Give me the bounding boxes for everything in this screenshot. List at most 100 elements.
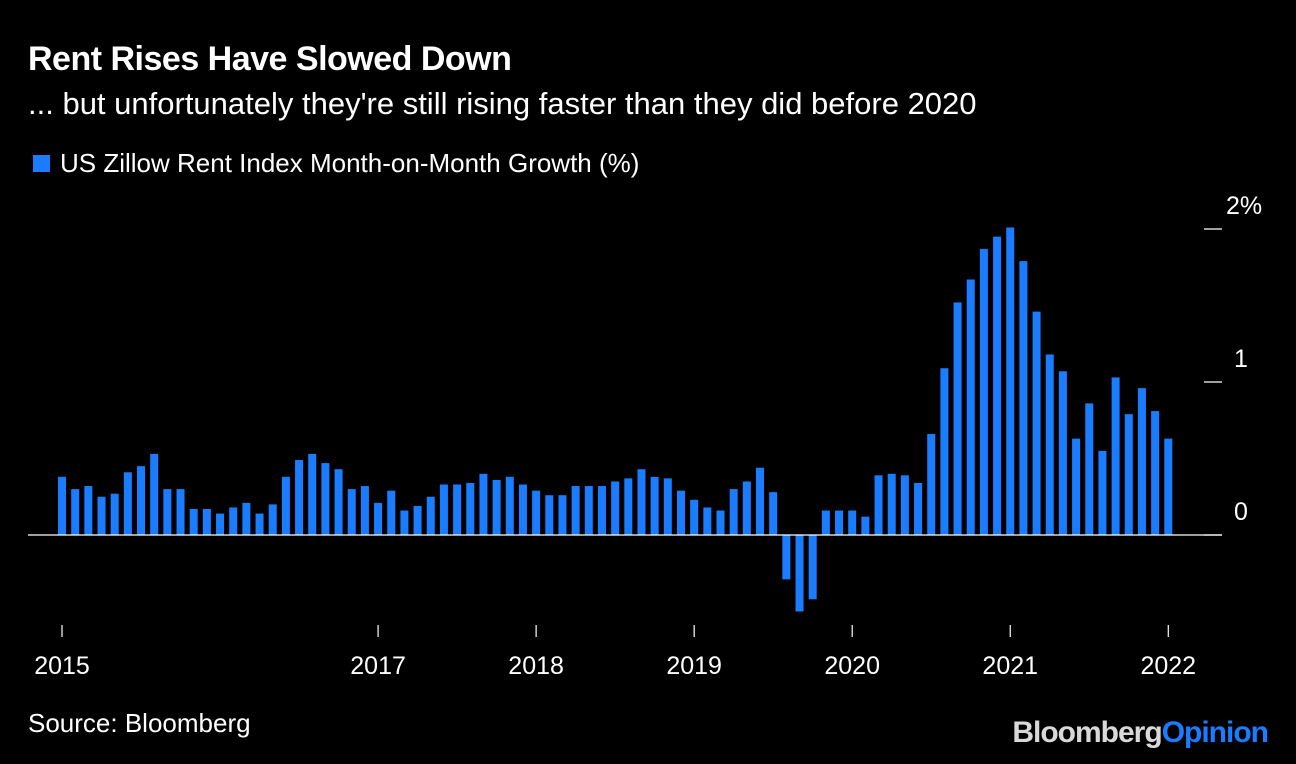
bar (1032, 311, 1041, 535)
chart-subtitle: ... but unfortunately they're still risi… (28, 86, 977, 121)
bar (571, 486, 580, 535)
y-tick-label: 1 (1234, 345, 1248, 373)
bar (1006, 227, 1015, 535)
logo-part-1: Bloomberg (1012, 716, 1162, 749)
bar (821, 510, 830, 535)
x-tick-label: 2017 (350, 652, 406, 680)
x-tick-label: 2022 (1140, 652, 1196, 680)
bar (993, 236, 1002, 535)
chart-legend: US Zillow Rent Index Month-on-Month Grow… (33, 148, 639, 179)
bar (281, 476, 290, 535)
bar (900, 475, 909, 535)
bar (769, 492, 778, 535)
bar (360, 486, 369, 535)
bar (861, 516, 870, 535)
bar (703, 507, 712, 535)
bar (216, 513, 225, 535)
bar (940, 368, 949, 535)
x-tick-label: 2015 (34, 652, 90, 680)
bar (97, 496, 106, 535)
bar (58, 476, 66, 535)
bar (505, 476, 514, 535)
bar (729, 489, 738, 535)
bar (690, 499, 699, 535)
bar (650, 476, 659, 535)
bar (189, 508, 198, 535)
x-tick-label: 2020 (824, 652, 880, 680)
bar (874, 475, 883, 535)
bar (979, 248, 988, 535)
legend-label: US Zillow Rent Index Month-on-Month Grow… (60, 148, 640, 178)
bar (1072, 438, 1081, 535)
legend-swatch (33, 155, 50, 172)
logo-part-2: Opinion (1161, 716, 1269, 749)
bar (1151, 411, 1160, 535)
bar (637, 469, 646, 535)
bar (966, 279, 975, 535)
bar (71, 489, 80, 535)
bar (584, 486, 593, 535)
bar (479, 473, 488, 535)
bar (426, 496, 435, 535)
bar (176, 489, 185, 535)
bar (492, 479, 501, 535)
bar (334, 469, 343, 535)
bar (1058, 371, 1067, 535)
bar (347, 489, 356, 535)
bar (242, 502, 251, 535)
bar (1111, 377, 1120, 535)
bar (927, 434, 936, 535)
x-tick-label: 2018 (508, 652, 564, 680)
bar (835, 510, 844, 535)
bar (663, 478, 672, 535)
bar (597, 486, 606, 535)
bar (887, 473, 896, 535)
y-tick-label: 2% (1226, 192, 1262, 220)
bloomberg-opinion-logo: BloombergOpinion (1012, 716, 1269, 750)
bar (255, 513, 264, 535)
bar (268, 504, 277, 535)
bar (387, 490, 396, 535)
bar (1085, 403, 1094, 535)
x-tick-label: 2021 (982, 652, 1038, 680)
bar (1164, 438, 1173, 535)
bar (137, 466, 146, 535)
bar (150, 453, 159, 535)
bar (914, 482, 923, 535)
bar (1098, 450, 1107, 535)
source-note: Source: Bloomberg (28, 708, 251, 738)
chart-title: Rent Rises Have Slowed Down (28, 40, 512, 78)
bar (545, 495, 554, 535)
bar (624, 478, 633, 535)
bar (953, 302, 962, 535)
bar (558, 495, 567, 535)
bar (848, 510, 857, 535)
bar (163, 489, 172, 535)
bar (742, 481, 751, 535)
bar (453, 484, 462, 535)
bar (532, 490, 541, 535)
bar (782, 535, 791, 580)
bar (1137, 388, 1146, 535)
bar (518, 484, 527, 535)
bar (400, 510, 409, 535)
bar (439, 484, 448, 535)
bar (229, 507, 238, 535)
x-tick-label: 2019 (666, 652, 722, 680)
bar (466, 482, 475, 535)
bar (808, 535, 817, 600)
bar (295, 460, 304, 535)
bar (84, 486, 93, 535)
bar (1124, 414, 1133, 535)
bar (795, 535, 804, 612)
bar (123, 472, 132, 535)
bar (756, 467, 765, 535)
bar (308, 453, 317, 535)
y-tick-label: 0 (1234, 498, 1248, 526)
bar (321, 463, 330, 535)
bar (413, 505, 422, 535)
bar (611, 481, 620, 535)
bar (676, 490, 685, 535)
bar (1045, 354, 1054, 535)
